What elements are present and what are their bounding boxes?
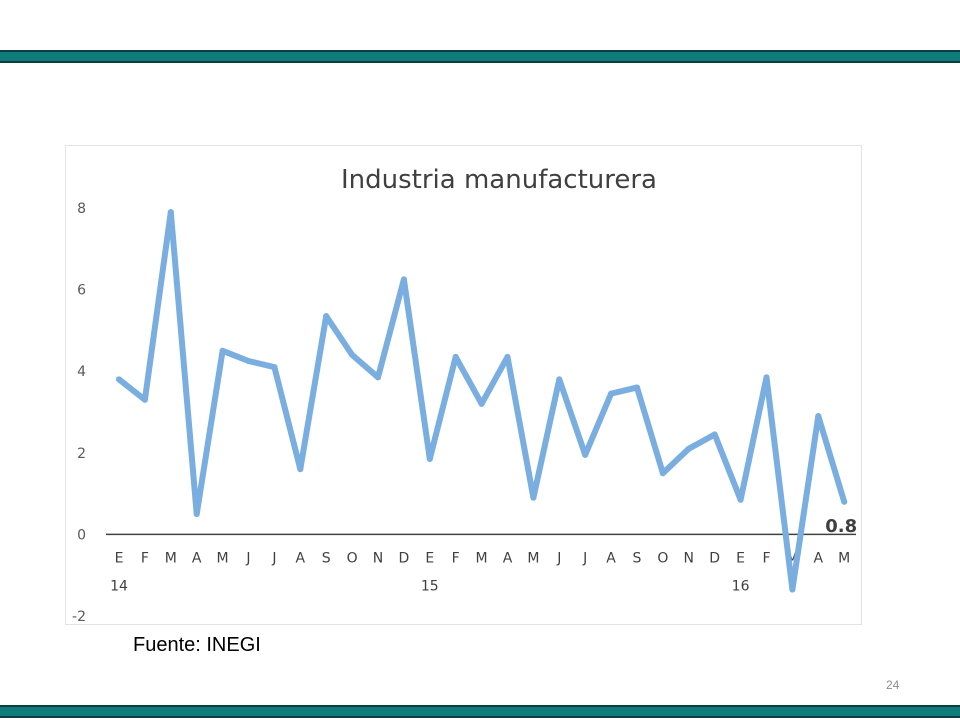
data-point xyxy=(582,451,589,458)
x-tick-label: N xyxy=(684,550,694,566)
data-point xyxy=(763,374,770,381)
x-tick-label: M xyxy=(165,550,177,566)
x-tick-label: J xyxy=(582,550,587,566)
y-axis-ticks: -2 0 2 4 6 8 xyxy=(72,201,86,625)
data-point xyxy=(478,400,485,407)
x-tick-label: A xyxy=(814,550,824,566)
y-tick-label: -2 xyxy=(72,609,86,625)
data-point xyxy=(737,496,744,503)
x-axis-year-labels: 14 15 16 xyxy=(110,578,750,594)
data-point xyxy=(556,376,563,383)
x-tick-label: E xyxy=(115,550,124,566)
x-tick-label: E xyxy=(736,550,745,566)
data-point xyxy=(349,351,356,358)
data-point xyxy=(685,445,692,452)
x-tick-label: M xyxy=(838,550,850,566)
x-tick-label: S xyxy=(633,550,642,566)
data-point xyxy=(375,374,381,381)
data-point xyxy=(608,390,615,397)
x-tick-label: M xyxy=(476,550,488,566)
source-note: Fuente: INEGI xyxy=(133,634,261,656)
x-tick-label: A xyxy=(296,550,306,566)
x-tick-label: F xyxy=(141,550,149,566)
data-point xyxy=(167,209,174,216)
y-tick-label: 8 xyxy=(77,201,86,217)
data-point xyxy=(815,413,822,420)
top-band xyxy=(0,50,960,63)
x-tick-label: F xyxy=(762,550,770,566)
data-point xyxy=(504,353,511,360)
x-tick-label: A xyxy=(606,550,616,566)
x-year-label: 15 xyxy=(421,578,439,594)
y-tick-label: 2 xyxy=(77,446,86,462)
data-point xyxy=(711,431,718,438)
x-tick-label: A xyxy=(192,550,202,566)
data-point xyxy=(659,470,666,477)
data-point xyxy=(841,498,848,505)
data-point xyxy=(271,364,278,371)
x-tick-label: M xyxy=(527,550,539,566)
series-points xyxy=(116,209,848,593)
x-year-label: 14 xyxy=(110,578,128,594)
end-value-label: 0.8 xyxy=(825,516,857,537)
x-tick-label: J xyxy=(556,550,561,566)
x-tick-label: O xyxy=(657,550,668,566)
x-year-label: 16 xyxy=(732,578,750,594)
data-point xyxy=(400,276,407,283)
data-point xyxy=(530,494,537,501)
data-point xyxy=(245,358,252,364)
x-tick-label: S xyxy=(322,550,331,566)
x-tick-label: J xyxy=(271,550,276,566)
page-number: 24 xyxy=(886,678,900,692)
data-point xyxy=(452,353,459,360)
x-tick-label: E xyxy=(425,550,434,566)
x-tick-label: N xyxy=(373,550,383,566)
data-point xyxy=(426,455,433,462)
data-point xyxy=(789,586,796,593)
x-tick-label: A xyxy=(503,550,513,566)
bottom-band xyxy=(0,705,960,718)
data-point xyxy=(634,384,640,391)
data-point xyxy=(193,511,200,517)
x-tick-label: D xyxy=(709,550,720,566)
data-point xyxy=(297,466,304,473)
y-tick-label: 6 xyxy=(77,283,86,299)
x-tick-label: D xyxy=(399,550,410,566)
x-tick-label: F xyxy=(452,550,460,566)
data-point xyxy=(219,347,226,354)
data-point xyxy=(141,396,148,403)
x-tick-label: M xyxy=(217,550,229,566)
y-tick-label: 0 xyxy=(77,527,86,543)
data-point xyxy=(323,313,330,320)
y-tick-label: 4 xyxy=(77,364,86,380)
chart-title: Industria manufacturera xyxy=(341,165,657,195)
x-tick-label: J xyxy=(245,550,250,566)
data-point xyxy=(116,376,122,383)
series-line xyxy=(116,209,848,593)
x-tick-label: O xyxy=(347,550,358,566)
